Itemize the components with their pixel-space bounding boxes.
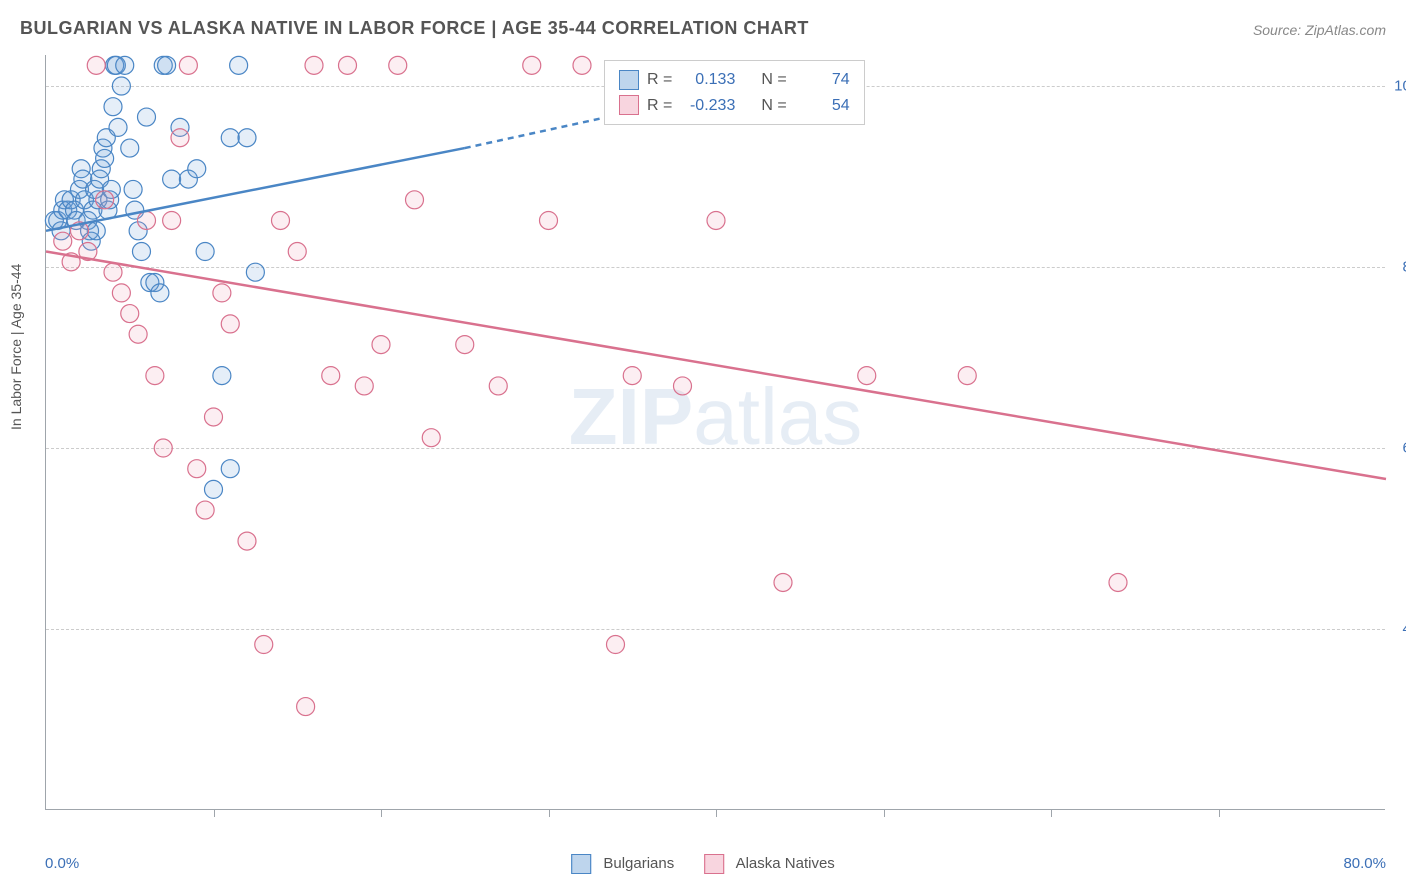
r-label: R = xyxy=(647,67,672,93)
scatter-point xyxy=(129,325,147,343)
scatter-point xyxy=(104,98,122,116)
scatter-point xyxy=(322,367,340,385)
scatter-point xyxy=(104,263,122,281)
scatter-point xyxy=(255,636,273,654)
scatter-point xyxy=(96,191,114,209)
scatter-point xyxy=(238,129,256,147)
scatter-point xyxy=(674,377,692,395)
plot-area: ZIPatlas 47.5%65.0%82.5%100.0% R = 0.133… xyxy=(45,55,1385,810)
r-value-series1: 0.133 xyxy=(680,67,735,93)
n-value-series1: 74 xyxy=(795,67,850,93)
scatter-point xyxy=(221,129,239,147)
scatter-point xyxy=(96,149,114,167)
scatter-point xyxy=(132,243,150,261)
scatter-point xyxy=(297,698,315,716)
scatter-point xyxy=(221,315,239,333)
scatter-point xyxy=(196,243,214,261)
scatter-point xyxy=(87,222,105,240)
y-tick-label: 82.5% xyxy=(1390,259,1406,276)
scatter-point xyxy=(288,243,306,261)
legend-swatch-series1 xyxy=(571,854,591,874)
scatter-point xyxy=(213,284,231,302)
scatter-point xyxy=(112,284,130,302)
scatter-point xyxy=(339,56,357,74)
scatter-point xyxy=(1109,573,1127,591)
scatter-point xyxy=(196,501,214,519)
scatter-point xyxy=(205,480,223,498)
scatter-point xyxy=(163,170,181,188)
scatter-point xyxy=(355,377,373,395)
scatter-point xyxy=(523,56,541,74)
scatter-point xyxy=(171,129,189,147)
scatter-point xyxy=(221,460,239,478)
scatter-point xyxy=(112,77,130,95)
source-attribution: Source: ZipAtlas.com xyxy=(1253,22,1386,38)
scatter-point xyxy=(456,336,474,354)
scatter-point xyxy=(422,429,440,447)
y-tick-label: 100.0% xyxy=(1390,78,1406,95)
correlation-stat-box: R = 0.133 N = 74 R = -0.233 N = 54 xyxy=(604,60,865,125)
scatter-point xyxy=(179,56,197,74)
scatter-point xyxy=(121,305,139,323)
scatter-point xyxy=(958,367,976,385)
n-label: N = xyxy=(761,67,786,93)
legend-item-series2: Alaska Natives xyxy=(704,854,835,874)
x-axis-min-label: 0.0% xyxy=(45,855,79,872)
scatter-point xyxy=(305,56,323,74)
legend-label-series1: Bulgarians xyxy=(603,855,674,872)
y-tick-label: 65.0% xyxy=(1390,440,1406,457)
scatter-point xyxy=(573,56,591,74)
swatch-series1 xyxy=(619,70,639,90)
scatter-point xyxy=(246,263,264,281)
scatter-point xyxy=(372,336,390,354)
scatter-point xyxy=(774,573,792,591)
swatch-series2 xyxy=(619,95,639,115)
y-axis-label: In Labor Force | Age 35-44 xyxy=(8,264,24,430)
scatter-point xyxy=(707,211,725,229)
scatter-point xyxy=(607,636,625,654)
bottom-legend: Bulgarians Alaska Natives xyxy=(571,854,835,874)
scatter-point xyxy=(116,56,134,74)
scatter-point xyxy=(87,56,105,74)
scatter-svg xyxy=(46,55,1385,809)
legend-swatch-series2 xyxy=(704,854,724,874)
scatter-point xyxy=(188,460,206,478)
stat-row-series2: R = -0.233 N = 54 xyxy=(619,93,850,119)
scatter-point xyxy=(124,180,142,198)
r-value-series2: -0.233 xyxy=(680,93,735,119)
y-tick-label: 47.5% xyxy=(1390,621,1406,638)
scatter-point xyxy=(146,367,164,385)
trend-line xyxy=(46,252,1386,480)
scatter-point xyxy=(272,211,290,229)
n-label: N = xyxy=(761,93,786,119)
scatter-point xyxy=(389,56,407,74)
scatter-point xyxy=(406,191,424,209)
scatter-point xyxy=(540,211,558,229)
scatter-point xyxy=(121,139,139,157)
stat-row-series1: R = 0.133 N = 74 xyxy=(619,67,850,93)
scatter-point xyxy=(213,367,231,385)
scatter-point xyxy=(623,367,641,385)
scatter-point xyxy=(154,439,172,457)
scatter-point xyxy=(188,160,206,178)
scatter-point xyxy=(158,56,176,74)
n-value-series2: 54 xyxy=(795,93,850,119)
scatter-point xyxy=(858,367,876,385)
scatter-point xyxy=(238,532,256,550)
scatter-point xyxy=(230,56,248,74)
legend-item-series1: Bulgarians xyxy=(571,854,674,874)
legend-label-series2: Alaska Natives xyxy=(736,855,835,872)
chart-title: BULGARIAN VS ALASKA NATIVE IN LABOR FORC… xyxy=(20,18,809,39)
scatter-point xyxy=(489,377,507,395)
scatter-point xyxy=(138,108,156,126)
trend-line-dashed xyxy=(465,117,607,148)
scatter-point xyxy=(54,232,72,250)
scatter-point xyxy=(163,211,181,229)
scatter-point xyxy=(151,284,169,302)
x-axis-max-label: 80.0% xyxy=(1343,855,1386,872)
scatter-point xyxy=(205,408,223,426)
scatter-point xyxy=(138,211,156,229)
scatter-point xyxy=(109,118,127,136)
r-label: R = xyxy=(647,93,672,119)
